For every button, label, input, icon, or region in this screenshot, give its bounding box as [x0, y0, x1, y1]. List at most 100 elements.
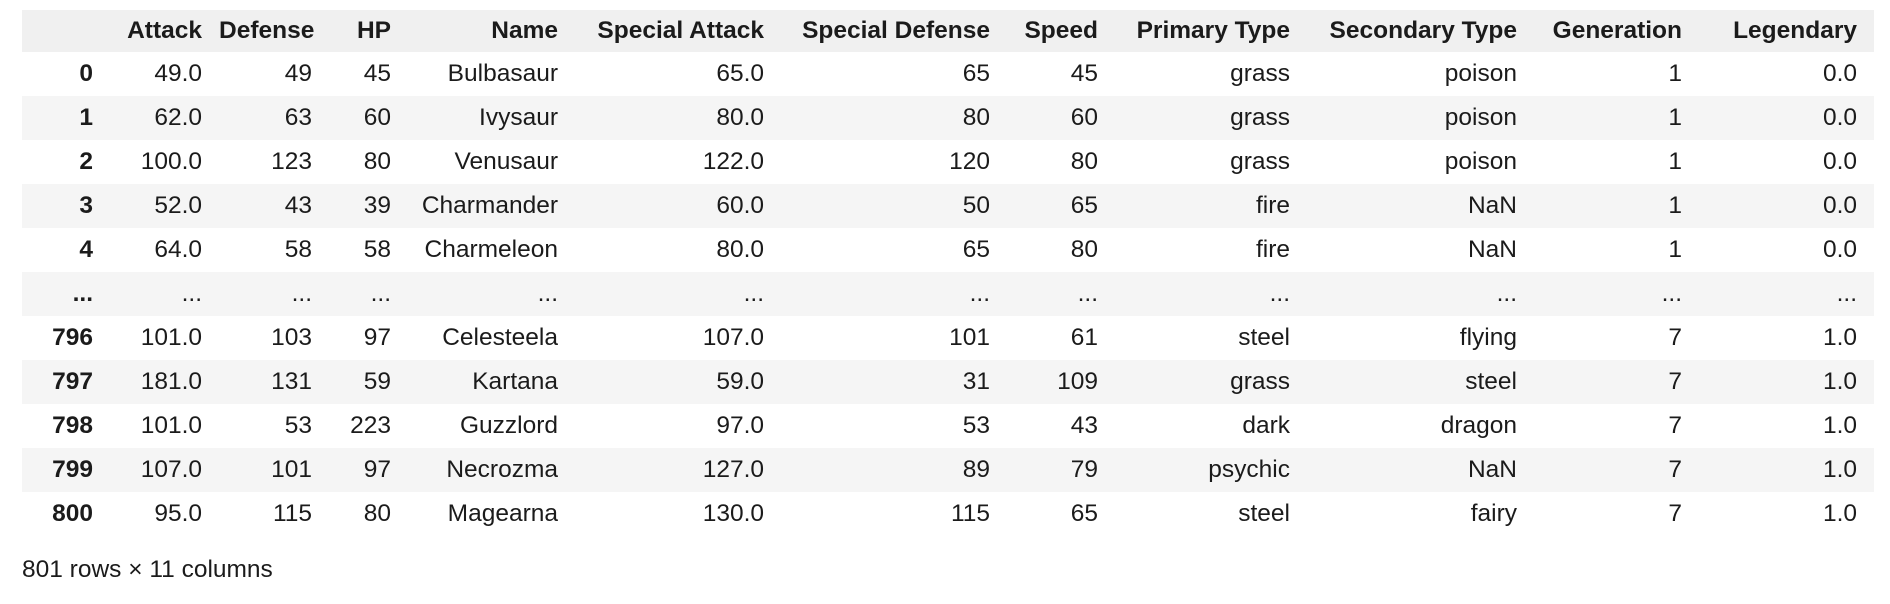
table-cell: 53 [962, 412, 990, 439]
row-index: 0 [79, 60, 93, 87]
table-cell: 1 [1668, 236, 1682, 263]
table-cell: Kartana [472, 368, 558, 395]
table-cell: 89 [962, 456, 990, 483]
table-cell: 45 [1070, 60, 1098, 87]
header-row: Attack Defense HP Name Special Attack Special… [22, 10, 1874, 52]
table-cell: 0.0 [1822, 236, 1857, 263]
table-cell: ... [1661, 280, 1682, 307]
table-cell: 60 [363, 104, 391, 131]
table-cell: poison [1444, 60, 1517, 87]
table-row: 2 100.0 123 80 Venusaur 122.0 120 80 grass poison… [22, 140, 1874, 184]
table-cell: 0.0 [1822, 148, 1857, 175]
table-cell: 43 [284, 192, 312, 219]
row-index: ... [72, 280, 93, 307]
table-header: Attack Defense HP Name Special Attack Special… [22, 10, 1874, 52]
table-cell: poison [1444, 104, 1517, 131]
table-cell: 7 [1668, 324, 1682, 351]
table-cell: steel [1238, 324, 1290, 351]
table-cell: 1 [1668, 192, 1682, 219]
table-cell: 1.0 [1822, 368, 1857, 395]
table-cell: 60.0 [716, 192, 764, 219]
table-cell: 95.0 [154, 500, 202, 527]
table-row: 3 52.0 43 39 Charmander 60.0 50 65 fire NaN 1 0.0 [22, 184, 1874, 228]
table-cell: 130.0 [702, 500, 764, 527]
row-index: 798 [52, 412, 93, 439]
table-cell: 103 [271, 324, 312, 351]
column-header: Attack [127, 17, 202, 44]
table-cell: dragon [1440, 412, 1517, 439]
table-row: 796 101.0 103 97 Celesteela 107.0 101 61 steel fl… [22, 316, 1874, 360]
table-row: 797 181.0 131 59 Kartana 59.0 31 109 grass steel 7… [22, 360, 1874, 404]
table-cell: 0.0 [1822, 104, 1857, 131]
table-cell: 59.0 [716, 368, 764, 395]
table-cell: 1.0 [1822, 500, 1857, 527]
column-header: Speed [1024, 17, 1098, 44]
table-cell: 115 [950, 500, 990, 527]
table-cell: 80.0 [716, 236, 764, 263]
table-cell: 61 [1070, 324, 1098, 351]
table-cell: 1.0 [1822, 324, 1857, 351]
table-cell: ... [370, 280, 391, 307]
table-cell: 7 [1668, 412, 1682, 439]
table-cell: 63 [284, 104, 312, 131]
shape-summary: 801 rows × 11 columns [22, 556, 273, 583]
table-cell: ... [537, 280, 558, 307]
table-cell: 1.0 [1822, 456, 1857, 483]
table-row: 4 64.0 58 58 Charmeleon 80.0 65 80 fire NaN 1 0.0 [22, 228, 1874, 272]
table-cell: 45 [363, 60, 391, 87]
table-cell: 123 [271, 148, 312, 175]
table-cell: grass [1230, 148, 1290, 175]
table-cell: ... [1836, 280, 1857, 307]
table-cell: 58 [284, 236, 312, 263]
table-cell: ... [1496, 280, 1517, 307]
table-cell: fire [1255, 236, 1290, 263]
table-cell: 0.0 [1822, 192, 1857, 219]
table-cell: 58 [363, 236, 391, 263]
table-cell: 39 [363, 192, 391, 219]
table-cell: 120 [949, 148, 990, 175]
table-cell: grass [1230, 104, 1290, 131]
table-cell: 122.0 [702, 148, 764, 175]
table-cell: 181.0 [140, 368, 202, 395]
table-cell: 101.0 [140, 412, 202, 439]
dataframe-output: Attack Defense HP Name Special Attack Special… [22, 10, 1874, 536]
table-cell: 65 [962, 236, 990, 263]
table-cell: ... [181, 280, 202, 307]
table-row: 0 49.0 49 45 Bulbasaur 65.0 65 45 grass poison 1 0.… [22, 52, 1874, 96]
table-cell: 7 [1668, 368, 1682, 395]
row-index: 1 [79, 104, 93, 131]
table-cell: flying [1459, 324, 1517, 351]
table-cell: Magearna [447, 500, 558, 527]
table-cell: 97 [363, 324, 391, 351]
table-cell: 65 [962, 60, 990, 87]
table-cell: 101.0 [140, 324, 202, 351]
row-index: 799 [52, 456, 93, 483]
table-cell: ... [743, 280, 764, 307]
table-cell: 101 [271, 456, 312, 483]
table-row: 1 62.0 63 60 Ivysaur 80.0 80 60 grass poison 1 0.0 [22, 96, 1874, 140]
column-header: Special Defense [802, 17, 990, 44]
row-index: 4 [79, 236, 93, 263]
table-cell: 1 [1668, 60, 1682, 87]
table-cell: 1 [1668, 104, 1682, 131]
dataframe-table: Attack Defense HP Name Special Attack Special… [22, 10, 1874, 536]
table-cell: Necrozma [446, 456, 558, 483]
table-cell: fire [1255, 192, 1290, 219]
table-cell: 115 [272, 500, 312, 527]
table-cell: 31 [962, 368, 990, 395]
table-cell: Venusaur [454, 148, 558, 175]
table-cell: 80.0 [716, 104, 764, 131]
table-cell: dark [1242, 412, 1290, 439]
table-cell: 43 [1070, 412, 1098, 439]
table-cell: 50 [962, 192, 990, 219]
table-cell: Celesteela [442, 324, 558, 351]
table-cell: NaN [1467, 192, 1517, 219]
table-cell: 49.0 [154, 60, 202, 87]
table-cell: 65 [1070, 192, 1098, 219]
table-cell: 107.0 [140, 456, 202, 483]
table-cell: 0.0 [1822, 60, 1857, 87]
table-cell: ... [1077, 280, 1098, 307]
column-header: Legendary [1733, 17, 1857, 44]
table-cell: 107.0 [702, 324, 764, 351]
column-header: Defense [219, 17, 315, 44]
